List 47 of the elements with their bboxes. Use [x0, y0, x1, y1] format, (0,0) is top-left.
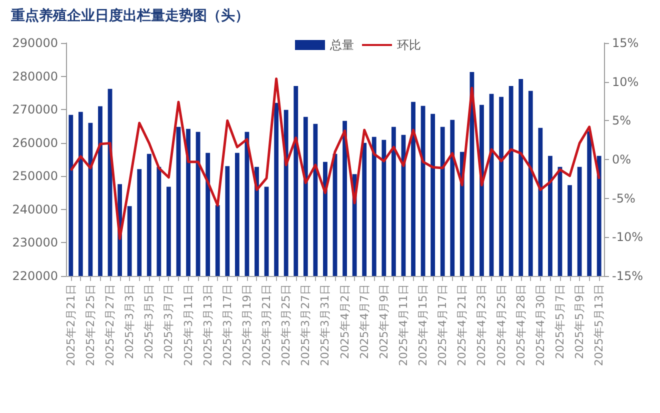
x-tick-label: 2025年3月13日 [201, 284, 214, 366]
line-series [70, 77, 600, 240]
x-tick-label: 2025年5月7日 [553, 284, 566, 359]
y-tick-label: 290000 [12, 36, 58, 50]
y-tick-label: 280000 [12, 69, 58, 84]
x-tick-label: 2025年4月28日 [514, 284, 528, 366]
x-tick-label: 2025年4月23日 [475, 284, 488, 366]
y-tick-label: 250000 [12, 169, 58, 184]
x-tick-label: 2025年4月17日 [436, 284, 450, 366]
y-tick-label: 230000 [12, 236, 58, 250]
x-tick-label: 2025年3月3日 [123, 284, 136, 359]
x-tick-label: 2025年4月11日 [396, 284, 410, 366]
y2-tick-label: -10% [612, 230, 644, 244]
x-tick-label: 2025年3月19日 [240, 284, 254, 366]
x-tick-label: 2025年3月5日 [142, 284, 156, 359]
y2-tick-label: 5% [612, 114, 632, 128]
x-tick-label: 2025年4月30日 [534, 284, 547, 366]
x-tick-label: 2025年3月25日 [280, 284, 293, 366]
x-tick-label: 2025年3月11日 [182, 284, 195, 366]
x-tick-label: 2025年4月2日 [338, 284, 352, 359]
y-tick-label: 240000 [12, 202, 58, 216]
x-tick-label: 2025年2月25日 [84, 284, 97, 366]
y-tick-label: 260000 [12, 136, 58, 150]
legend-label: 总量 [329, 38, 354, 52]
x-tick-label: 2025年5月13日 [592, 284, 606, 366]
y2-tick-label: -5% [612, 191, 636, 206]
y-tick-label: 270000 [12, 102, 58, 117]
x-tick-label: 2025年3月17日 [220, 284, 234, 366]
y2-tick-label: -15% [612, 269, 644, 283]
chart-title: 重点养殖企业日度出栏量走势图（头） [10, 7, 249, 24]
x-tick-label: 2025年3月7日 [162, 284, 176, 359]
y2-tick-label: 15% [612, 36, 639, 50]
y2-tick-label: 10% [612, 74, 639, 89]
x-tick-label: 2025年2月27日 [104, 284, 117, 366]
y-tick-label: 220000 [12, 269, 58, 283]
x-tick-label: 2025年4月21日 [456, 284, 469, 366]
legend-label: 环比 [397, 38, 421, 52]
x-tick-label: 2025年4月9日 [377, 284, 390, 359]
x-tick-label: 2025年5月9日 [573, 284, 586, 359]
x-tick-label: 2025年3月21日 [260, 284, 274, 366]
x-tick-label: 2025年2月21日 [64, 284, 78, 366]
x-tick-label: 2025年4月25日 [494, 284, 508, 366]
x-tick-label: 2025年3月27日 [299, 284, 312, 366]
x-tick-label: 2025年4月15日 [416, 284, 430, 366]
x-tick-label: 2025年3月31日 [318, 284, 332, 366]
y2-tick-label: 0% [612, 152, 632, 166]
x-tick-label: 2025年4月7日 [358, 284, 371, 359]
